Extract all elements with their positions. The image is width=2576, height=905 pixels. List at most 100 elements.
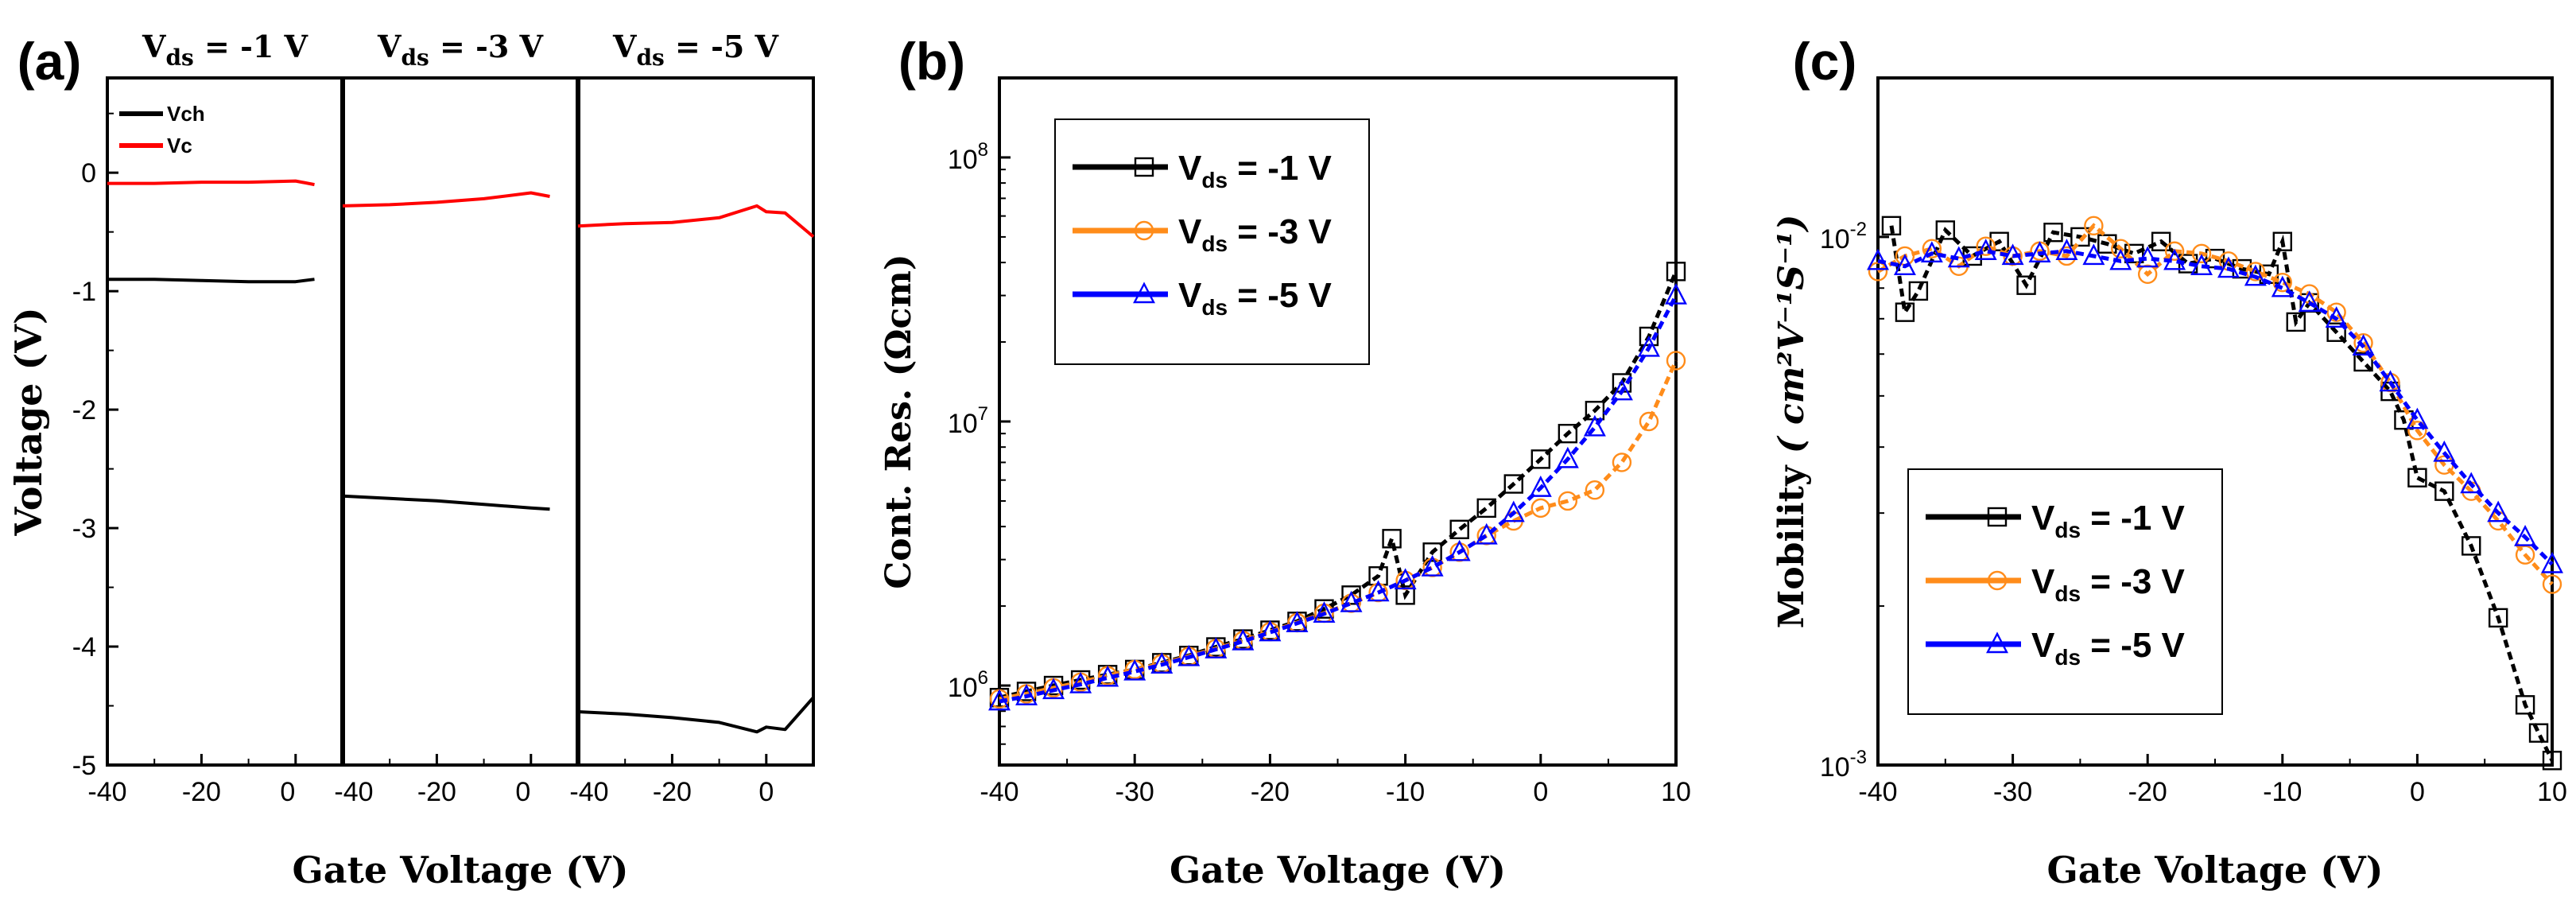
x-tick-label: -10 (2263, 777, 2302, 807)
data-point-triangle (2055, 239, 2078, 260)
data-point-triangle (988, 689, 1011, 711)
y-tick-label: 10-3 (1820, 747, 1867, 783)
x-tick-label: -40 (87, 777, 126, 807)
x-tick-label: -40 (980, 777, 1018, 807)
data-point-square (2407, 468, 2427, 487)
data-point-circle (2111, 239, 2131, 258)
legend-marker-triangle (1133, 282, 1155, 304)
data-point-square (2151, 231, 2171, 251)
data-point-triangle (1286, 611, 1309, 633)
legend-label: Vds = -1 V (1178, 149, 1333, 192)
data-point-square (1476, 498, 1496, 519)
x-axis-label: Gate Voltage (V) (293, 849, 629, 891)
data-point-triangle (2514, 524, 2537, 546)
x-tick-label: -20 (2128, 777, 2167, 807)
data-point-triangle (1610, 379, 1633, 401)
data-point-square (2043, 222, 2063, 243)
data-point-square (1908, 281, 1929, 301)
data-point-triangle (1069, 672, 1092, 693)
legend-label: Vc (167, 134, 192, 157)
x-tick-label: 10 (2537, 777, 2567, 807)
data-point-circle (2272, 272, 2293, 293)
data-point-triangle (1502, 500, 1525, 522)
data-point-square (2326, 322, 2346, 342)
data-point-triangle (2325, 306, 2348, 328)
data-point-triangle (2271, 275, 2294, 297)
data-point-triangle (2082, 243, 2105, 266)
data-point-square (1881, 216, 1902, 236)
data-point-square (2515, 695, 2535, 715)
series-line-vch (342, 494, 550, 511)
y-axis-label: Voltage (V) (7, 307, 50, 536)
x-tick-label: 10 (1661, 777, 1691, 807)
y-axis-label: Mobility ( cm²V⁻¹S⁻¹) (1771, 215, 1812, 629)
x-axis-label: Gate Voltage (V) (2047, 849, 2384, 891)
legend-marker-square (1987, 507, 2008, 527)
legend-marker-circle (1134, 220, 1154, 241)
data-point-triangle (1974, 239, 1997, 260)
data-point-triangle (1893, 254, 1916, 275)
series-line-vch (107, 278, 315, 284)
data-point-circle (2245, 262, 2266, 282)
data-point-square (1422, 542, 1442, 562)
data-point-circle (1639, 411, 1659, 432)
data-point-circle (1976, 236, 1996, 256)
data-point-circle (1612, 452, 1632, 472)
data-point-triangle (2352, 334, 2375, 355)
y-axis-label: Cont. Res. (Ωcm) (879, 254, 919, 588)
x-tick-label: -30 (1115, 777, 1154, 807)
legend-marker-square (1134, 157, 1154, 177)
data-point-triangle (2028, 241, 2051, 263)
data-point-square (2124, 243, 2144, 264)
series-line-vc (342, 191, 550, 208)
y-tick-label: -2 (72, 395, 96, 425)
data-point-triangle (2163, 248, 2186, 270)
panel-b-tag: (b) (898, 32, 965, 91)
x-axis-label: Gate Voltage (V) (1170, 849, 1506, 891)
legend-label: Vds = -1 V (2031, 499, 2186, 542)
data-point-triangle (1448, 539, 1471, 561)
data-point-circle (2164, 241, 2185, 261)
data-point-triangle (1529, 476, 1552, 497)
panel-a-tag: (a) (17, 32, 82, 91)
data-point-square (1935, 220, 1956, 240)
data-point-triangle (1150, 652, 1174, 674)
data-point-triangle (1096, 665, 1119, 687)
data-point-square (2488, 608, 2508, 628)
series-line-vc (577, 204, 815, 239)
data-point-square (1449, 519, 1469, 539)
data-point-square (1585, 401, 1605, 421)
data-point-triangle (2109, 248, 2132, 270)
data-point-square (2286, 312, 2306, 332)
legend-label: Vds = -3 V (1178, 212, 1333, 256)
data-point-triangle (1340, 590, 1363, 612)
x-tick-label: 0 (515, 777, 530, 807)
x-tick-label: -20 (182, 777, 221, 807)
data-point-triangle (1920, 241, 1943, 263)
series-line (1877, 249, 2554, 566)
data-point-square (2542, 751, 2562, 771)
series-line (999, 359, 1678, 701)
x-tick-label: -40 (569, 777, 608, 807)
data-point-square (2434, 481, 2454, 501)
x-tick-label: -20 (1251, 777, 1290, 807)
segment-header: Vds = -5 V (612, 29, 780, 71)
data-point-triangle (1177, 644, 1201, 666)
x-tick-label: -40 (1858, 777, 1897, 807)
data-point-square (2070, 227, 2090, 247)
data-point-circle (2191, 243, 2212, 264)
legend-label: Vds = -5 V (1178, 276, 1333, 320)
x-tick-label: 0 (280, 777, 295, 807)
data-point-triangle (2001, 243, 2024, 266)
data-point-triangle (1475, 522, 1498, 545)
legend-label: Vds = -5 V (2031, 626, 2186, 670)
data-point-triangle (2298, 290, 2321, 313)
y-tick-label: -3 (72, 514, 96, 544)
data-point-triangle (1313, 601, 1336, 623)
data-point-triangle (2244, 264, 2267, 286)
data-point-triangle (1665, 282, 1687, 305)
legend-marker-circle (1987, 570, 2008, 591)
x-tick-label: -30 (1993, 777, 2032, 807)
data-point-circle (2326, 302, 2346, 322)
data-point-square (2528, 723, 2549, 743)
